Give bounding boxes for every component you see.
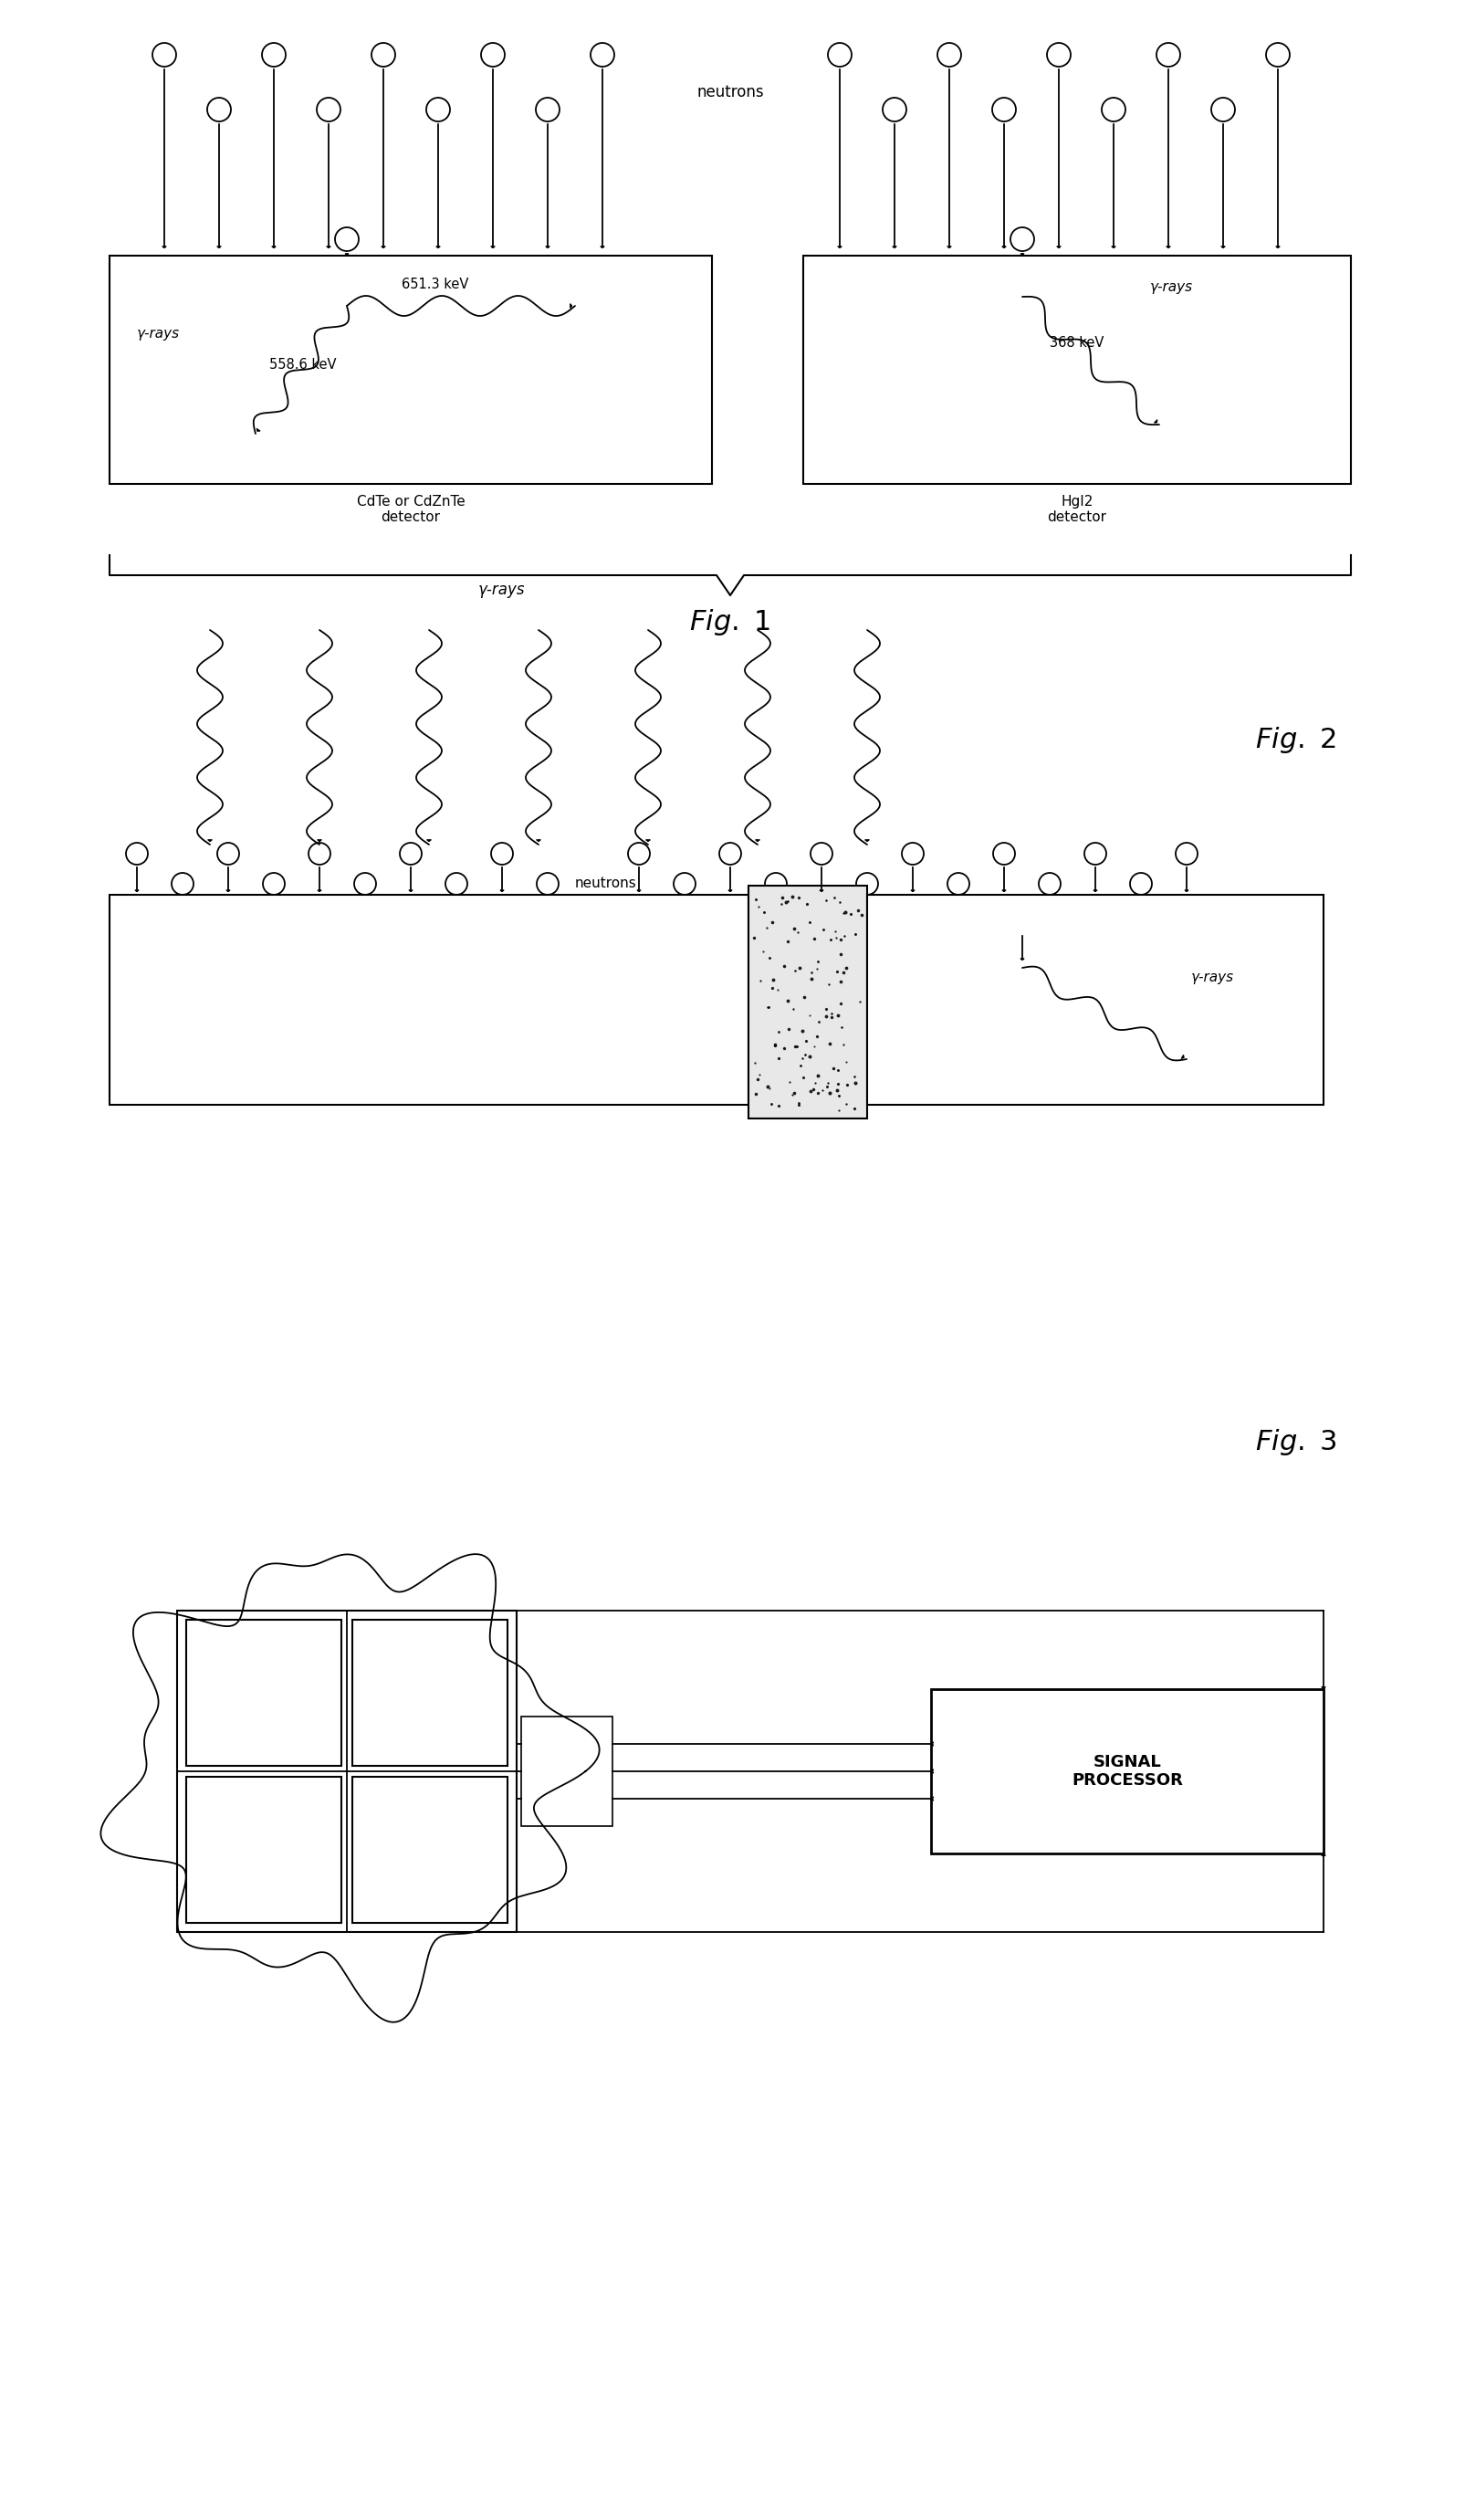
Text: γ-rays: γ-rays	[136, 328, 180, 340]
Bar	[352, 1777, 507, 1923]
Text: $\mathit{Fig.\ 1}$: $\mathit{Fig.\ 1}$	[690, 607, 771, 638]
Text: γ-rays: γ-rays	[479, 582, 526, 597]
Bar	[522, 1716, 612, 1827]
Bar	[186, 1620, 341, 1767]
Bar	[110, 255, 712, 484]
Bar	[177, 1610, 517, 1933]
Bar	[932, 1688, 1323, 1855]
Text: HgI2
detector: HgI2 detector	[1047, 494, 1106, 524]
Text: $\mathit{Fig.\ 3}$: $\mathit{Fig.\ 3}$	[1256, 1426, 1338, 1457]
Text: neutrons: neutrons	[697, 83, 763, 101]
Bar	[803, 255, 1351, 484]
Text: 368 keV: 368 keV	[1050, 335, 1105, 350]
Bar	[352, 1620, 507, 1767]
Text: γ-rays: γ-rays	[1191, 970, 1234, 983]
Text: $\mathit{Fig.\ 2}$: $\mathit{Fig.\ 2}$	[1256, 726, 1338, 753]
Text: neutrons: neutrons	[576, 877, 637, 890]
Text: γ-rays: γ-rays	[1150, 280, 1193, 295]
Text: SIGNAL
PROCESSOR: SIGNAL PROCESSOR	[1072, 1754, 1182, 1789]
Bar	[867, 895, 1323, 1104]
Bar	[186, 1777, 341, 1923]
Bar	[749, 885, 867, 1119]
Text: 651.3 keV: 651.3 keV	[401, 277, 469, 292]
Text: 558.6 keV: 558.6 keV	[270, 358, 337, 373]
Bar	[110, 895, 749, 1104]
Text: CdTe or CdZnTe
detector: CdTe or CdZnTe detector	[356, 494, 464, 524]
